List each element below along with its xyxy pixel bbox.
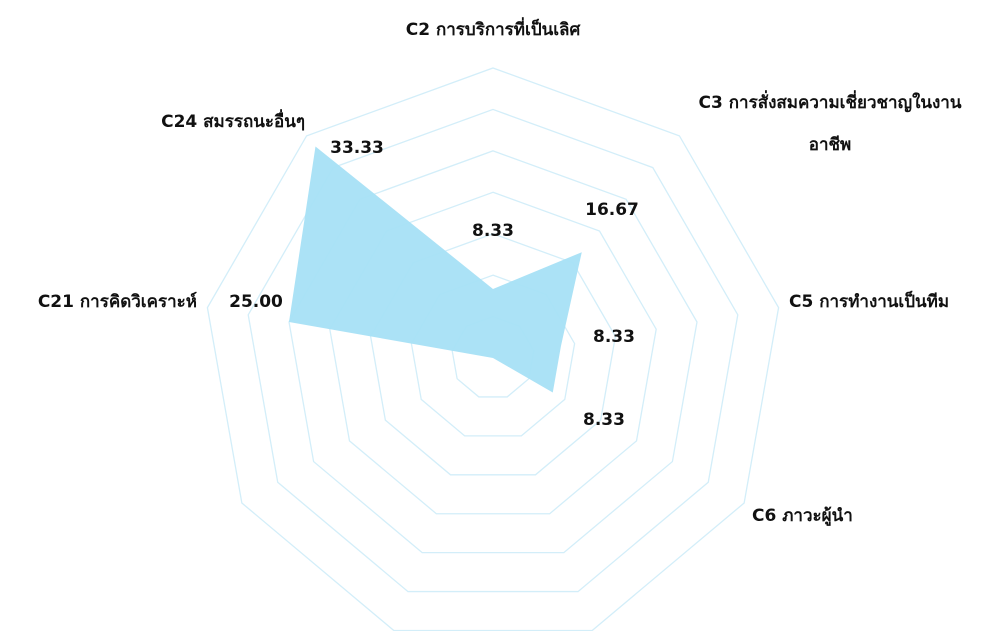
value-label: 25.00 bbox=[229, 292, 283, 312]
value-label: 8.33 bbox=[472, 221, 514, 241]
value-label: 33.33 bbox=[330, 138, 384, 158]
value-label: 16.67 bbox=[585, 200, 639, 220]
value-label: 8.33 bbox=[583, 410, 625, 430]
axis-label: C2 การบริการที่เป็นเลิศ bbox=[405, 20, 581, 40]
axis-label: C6 ภาวะผู้นำ bbox=[752, 506, 853, 526]
data-area bbox=[289, 146, 582, 393]
axis-label: C21 การคิดวิเคราะห์ bbox=[37, 292, 197, 312]
value-label: 8.33 bbox=[593, 327, 635, 347]
axis-label: C3 การสั่งสมความเชี่ยวชาญในงานอาชีพ bbox=[698, 93, 962, 155]
grid-ring bbox=[247, 108, 739, 593]
axis-label: C5 การทำงานเป็นทีม bbox=[789, 292, 950, 312]
axis-label: C24 สมรรถนะอื่นๆ bbox=[161, 112, 305, 132]
